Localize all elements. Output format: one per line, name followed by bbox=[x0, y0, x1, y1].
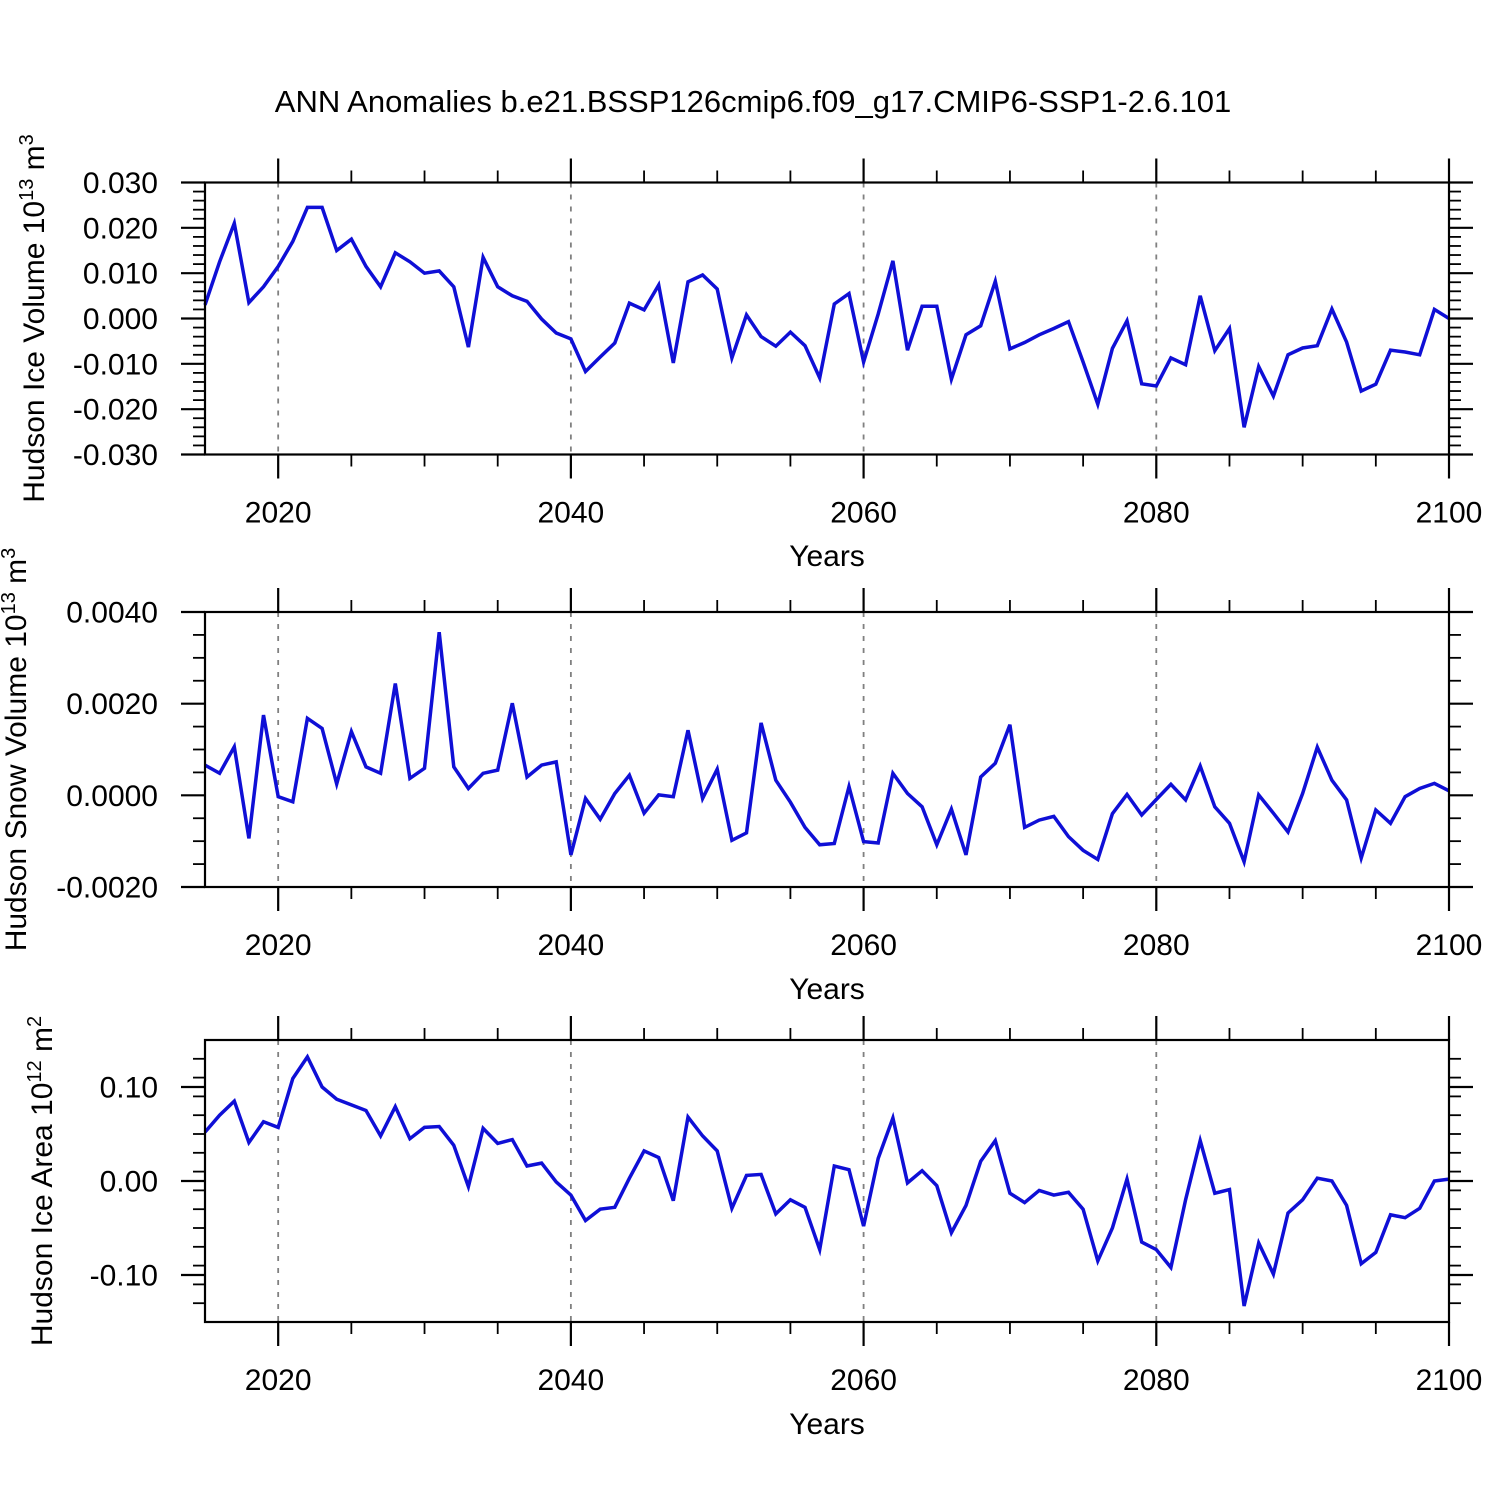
plot-area-ice-volume: 2020 2040 2060 2080 2100 0.030 0.020 0.010 0.000… bbox=[73, 158, 1483, 530]
panel-hudson-ice-volume: 2020 2040 2060 2080 2100 0.030 0.020 0.010 0.000… bbox=[16, 134, 1482, 573]
y-axis-title: Hudson Ice Volume 1013 m3 bbox=[16, 134, 51, 503]
x-axis-title: Years bbox=[789, 973, 865, 1006]
y-tick-label: 0.0040 bbox=[66, 597, 158, 630]
x-tick-label: 2020 bbox=[245, 929, 312, 962]
y-tick-label: 0.010 bbox=[83, 258, 158, 291]
x-tick-label: 2040 bbox=[538, 929, 605, 962]
y-axis-title: Hudson Snow Volume 1013 m3 bbox=[0, 548, 33, 952]
x-axis-title: Years bbox=[789, 1408, 865, 1441]
plot-area-ice-area: 2020 2040 2060 2080 2100 0.10 0.00 -0.10 bbox=[90, 1016, 1483, 1397]
y-tick-label: 0.030 bbox=[83, 167, 158, 200]
x-tick-label: 2100 bbox=[1416, 929, 1483, 962]
y-tick-label: 0.000 bbox=[83, 303, 158, 336]
y-tick-label: -0.10 bbox=[90, 1260, 158, 1293]
y-tick-label: -0.030 bbox=[73, 439, 158, 472]
data-line-hudson-snow-volume bbox=[204, 632, 1450, 868]
y-axis-title: Hudson Ice Area 1012 m2 bbox=[24, 1016, 59, 1346]
x-tick-label: 2100 bbox=[1416, 497, 1483, 530]
y-tick-label: 0.00 bbox=[100, 1166, 158, 1199]
figure-title: ANN Anomalies b.e21.BSSP126cmip6.f09_g17… bbox=[275, 84, 1231, 119]
y-tick-label: 0.10 bbox=[100, 1072, 158, 1105]
x-tick-label: 2080 bbox=[1123, 1364, 1190, 1397]
panel-hudson-snow-volume: 2020 2040 2060 2080 2100 0.0040 0.0020 0.0000 -0… bbox=[0, 548, 1482, 1006]
x-axis-title: Years bbox=[789, 540, 865, 573]
x-tick-label: 2060 bbox=[830, 497, 897, 530]
y-tick-label: -0.010 bbox=[73, 348, 158, 381]
x-tick-label: 2020 bbox=[245, 1364, 312, 1397]
y-tick-label: -0.0020 bbox=[56, 872, 158, 905]
y-tick-label: -0.020 bbox=[73, 394, 158, 427]
y-tick-label: 0.020 bbox=[83, 212, 158, 245]
y-tick-label: 0.0020 bbox=[66, 688, 158, 721]
y-tick-label: 0.0000 bbox=[66, 780, 158, 813]
x-tick-label: 2040 bbox=[538, 497, 605, 530]
x-tick-label: 2080 bbox=[1123, 929, 1190, 962]
x-tick-label: 2020 bbox=[245, 497, 312, 530]
plot-area-snow-volume: 2020 2040 2060 2080 2100 0.0040 0.0020 0.0000 -0… bbox=[56, 588, 1482, 962]
x-tick-label: 2060 bbox=[830, 1364, 897, 1397]
x-tick-label: 2100 bbox=[1416, 1364, 1483, 1397]
data-line-hudson-ice-volume bbox=[203, 205, 1450, 428]
x-tick-label: 2060 bbox=[830, 929, 897, 962]
x-tick-label: 2040 bbox=[538, 1364, 605, 1397]
data-line-hudson-ice-area bbox=[203, 1053, 1450, 1307]
x-tick-label: 2080 bbox=[1123, 497, 1190, 530]
